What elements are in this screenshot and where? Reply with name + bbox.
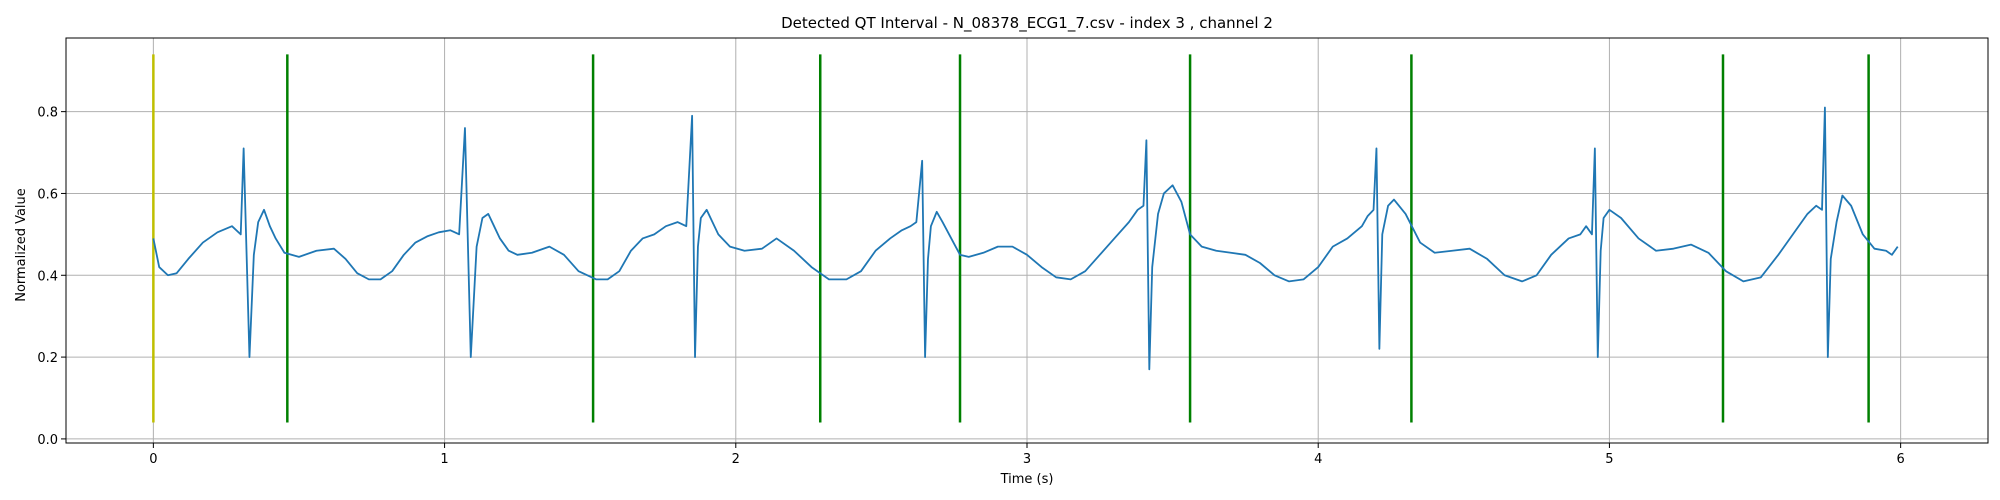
y-tick-label: 0.8 [37, 106, 58, 121]
x-axis-ticks: 0 1 2 3 4 5 6 [149, 443, 1905, 467]
y-tick-label: 0.2 [37, 351, 58, 366]
x-tick-label: 0 [149, 452, 157, 467]
y-axis-ticks: 0.0 0.2 0.4 0.6 0.8 [37, 106, 66, 448]
y-tick-label: 0.6 [37, 187, 58, 202]
y-tick-label: 0.0 [37, 433, 58, 448]
y-axis-label: Normalized Value [14, 188, 29, 302]
x-tick-label: 2 [732, 452, 740, 467]
grid-lines [66, 38, 1988, 443]
x-tick-label: 6 [1896, 452, 1904, 467]
x-tick-label: 3 [1023, 452, 1031, 467]
x-tick-label: 4 [1314, 452, 1322, 467]
series-lines [152, 106, 1899, 371]
ecg-series-line [152, 106, 1899, 371]
y-tick-label: 0.4 [37, 269, 58, 284]
chart-title: Detected QT Interval - N_08378_ECG1_7.cs… [781, 14, 1273, 33]
x-tick-label: 1 [440, 452, 448, 467]
x-tick-label: 5 [1605, 452, 1613, 467]
x-axis-label: Time (s) [1000, 472, 1054, 487]
